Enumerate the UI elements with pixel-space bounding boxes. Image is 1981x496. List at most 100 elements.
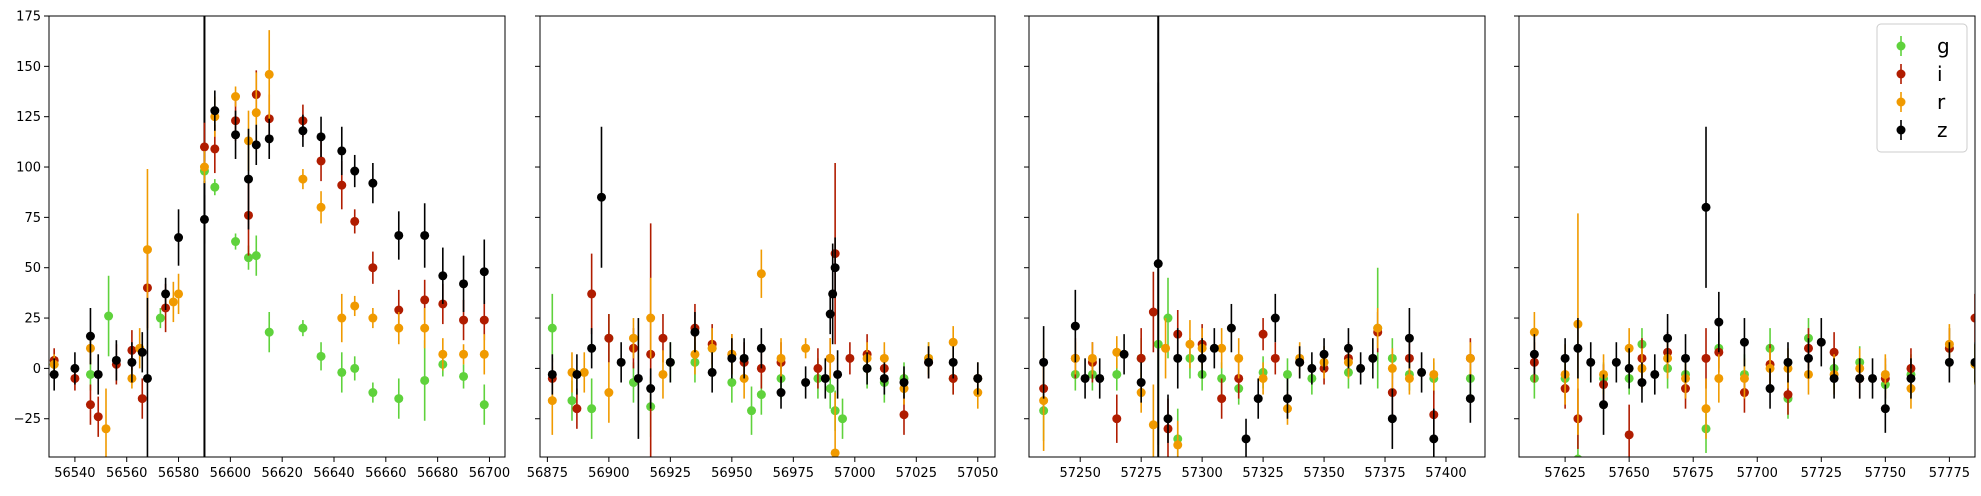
data-point <box>1803 353 1813 363</box>
legend-marker <box>1896 69 1906 79</box>
data-point <box>776 353 786 363</box>
data-point <box>899 410 909 420</box>
data-point <box>394 230 404 240</box>
data-point <box>1270 353 1280 363</box>
data-point <box>1112 369 1122 379</box>
data-point <box>1226 323 1236 333</box>
data-point <box>459 279 469 289</box>
data-point <box>633 373 643 383</box>
data-point <box>572 404 582 414</box>
data-point <box>168 297 178 307</box>
x-tick-label: 57000 <box>834 466 875 481</box>
data-point <box>1880 404 1890 414</box>
data-point <box>1429 369 1439 379</box>
x-tick-label: 56925 <box>650 466 691 481</box>
data-point <box>1258 373 1268 383</box>
data-point <box>420 295 430 305</box>
data-point <box>1868 373 1878 383</box>
legend-marker <box>1896 97 1906 107</box>
x-tick-label: 57025 <box>896 466 937 481</box>
series-i <box>547 163 983 457</box>
data-point <box>1087 353 1097 363</box>
data-point <box>210 144 220 154</box>
data-point <box>368 178 378 188</box>
x-tick-label: 56975 <box>773 466 814 481</box>
data-point <box>350 363 360 373</box>
data-point <box>1816 337 1826 347</box>
x-tick-label: 56950 <box>711 466 752 481</box>
data-point <box>1611 357 1621 367</box>
data-point <box>1829 347 1839 357</box>
data-point <box>690 327 700 337</box>
data-point <box>264 134 274 144</box>
data-point <box>231 130 241 140</box>
data-point <box>101 424 111 434</box>
data-point <box>199 142 209 152</box>
data-point <box>1209 343 1219 353</box>
panel-4: 57625 57650 57675 57700 57725 57750 57775 <box>1514 15 1976 481</box>
x-tick-label: 57400 <box>1425 466 1466 481</box>
data-point <box>264 327 274 337</box>
data-point <box>727 353 737 363</box>
data-point <box>1173 440 1183 450</box>
series-z <box>1529 126 1975 435</box>
legend-label: r <box>1937 90 1946 114</box>
data-point <box>830 263 840 273</box>
data-point <box>820 373 830 383</box>
data-point <box>337 367 347 377</box>
x-tick-label: 56600 <box>210 466 251 481</box>
data-point <box>479 400 489 410</box>
legend-label: z <box>1937 118 1948 142</box>
x-tick-label: 57050 <box>957 466 998 481</box>
data-point <box>825 353 835 363</box>
data-point <box>298 174 308 184</box>
data-point <box>973 373 983 383</box>
data-point <box>801 343 811 353</box>
data-point <box>1560 353 1570 363</box>
data-point <box>756 343 766 353</box>
data-point <box>316 156 326 166</box>
data-point <box>1253 394 1263 404</box>
x-tick-label: 57250 <box>1060 466 1101 481</box>
x-tick-label: 56680 <box>417 466 458 481</box>
x-tick-label: 56875 <box>527 466 568 481</box>
data-point <box>1095 373 1105 383</box>
data-point <box>1701 404 1711 414</box>
data-point <box>879 373 889 383</box>
data-point <box>93 412 103 422</box>
data-point <box>1070 321 1080 331</box>
data-point <box>337 146 347 156</box>
x-tick-label: 57700 <box>1737 466 1778 481</box>
data-point <box>244 253 253 263</box>
data-point <box>368 263 378 273</box>
data-point <box>350 216 360 226</box>
data-point <box>616 357 626 367</box>
x-tick-label: 57675 <box>1673 466 1714 481</box>
x-tick-label: 57775 <box>1929 466 1970 481</box>
x-tick-label: 56540 <box>54 466 95 481</box>
data-point <box>1599 400 1609 410</box>
y-tick-label: 0 <box>33 362 41 377</box>
data-point <box>1148 420 1158 430</box>
data-point <box>104 311 114 321</box>
data-point <box>1161 343 1171 353</box>
data-point <box>1714 373 1724 383</box>
data-point <box>199 162 209 172</box>
data-point <box>879 353 889 363</box>
data-point <box>174 289 184 299</box>
data-point <box>1765 384 1775 394</box>
panel-frame <box>539 15 996 458</box>
data-point <box>1080 373 1090 383</box>
data-point <box>727 377 737 387</box>
data-point <box>1173 353 1183 363</box>
data-point <box>747 406 757 416</box>
data-point <box>899 377 909 387</box>
data-point <box>579 367 589 377</box>
data-point <box>1701 202 1711 212</box>
data-point <box>137 394 147 404</box>
data-point <box>316 202 326 212</box>
y-tick-label: 150 <box>16 60 41 75</box>
data-point <box>438 349 448 359</box>
data-point <box>1855 373 1865 383</box>
